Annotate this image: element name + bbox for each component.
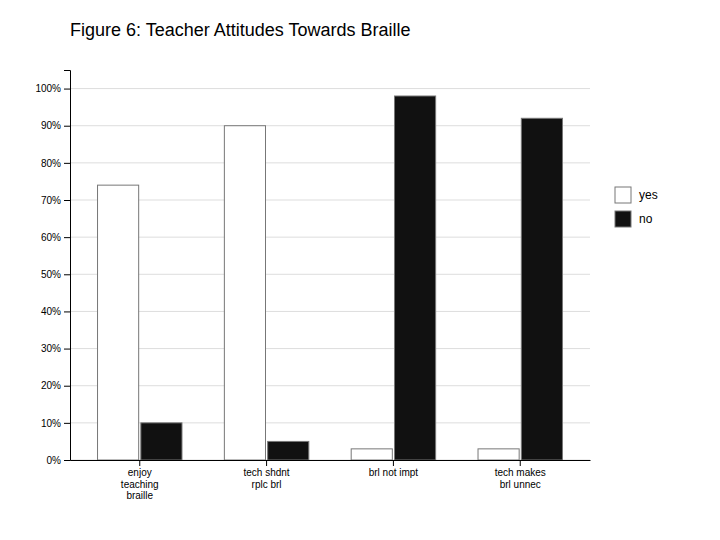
x-tick-label-line: enjoy [128, 467, 152, 478]
y-tick: 40% [41, 306, 70, 317]
x-tick-label: brl not impt [369, 467, 419, 478]
y-tick-label: 30% [41, 343, 61, 354]
y-tick-mark [64, 423, 70, 424]
grid-line [70, 162, 590, 163]
y-tick-mark [64, 237, 70, 238]
x-tick-mark [393, 460, 394, 466]
x-tick-label-line: teaching [121, 479, 159, 490]
x-tick: tech makesbrl unnec [495, 460, 546, 490]
y-tick-mark [64, 460, 70, 461]
y-tick-label: 100% [35, 83, 61, 94]
grid-line [70, 274, 590, 275]
bar [394, 96, 435, 460]
y-tick-label: 50% [41, 269, 61, 280]
bar [351, 449, 392, 460]
x-tick-label-line: braille [126, 490, 153, 501]
legend-swatch [615, 211, 631, 227]
x-tick: enjoyteachingbraille [121, 460, 159, 501]
grid-line [70, 385, 590, 386]
x-axis: enjoyteachingbraille tech shdntrplc brl br… [71, 460, 591, 501]
y-tick-mark [64, 163, 70, 164]
grid-line [70, 88, 590, 89]
x-tick: brl not impt [369, 460, 419, 478]
grid-line [70, 125, 590, 126]
x-tick-label-line: brl unnec [500, 479, 541, 490]
bar [268, 441, 309, 460]
grid-line [70, 311, 590, 312]
x-tick-mark [139, 460, 140, 466]
y-tick-mark [64, 311, 70, 312]
y-tick-mark [64, 349, 70, 350]
legend-item: no [615, 211, 653, 227]
title: Figure 6: Teacher Attitudes Towards Brai… [70, 20, 411, 40]
bar [98, 185, 139, 460]
y-tick: 80% [41, 158, 70, 169]
x-tick: tech shdntrplc brl [244, 460, 290, 490]
legend-item: yes [615, 187, 658, 203]
y-tick-label: 60% [41, 232, 61, 243]
y-tick-mark [64, 89, 70, 90]
y-tick-mark [64, 200, 70, 201]
y-axis: 0% 10% 20% 30% 40% 50% 60% 70% 80% 90% 100% [35, 71, 70, 466]
y-tick: 100% [35, 83, 70, 94]
y-tick-mark [64, 126, 70, 127]
x-tick-mark [266, 460, 267, 466]
x-tick-label: tech shdntrplc brl [244, 467, 290, 490]
y-tick-mark [64, 386, 70, 387]
x-tick-label: enjoyteachingbraille [121, 467, 159, 501]
series [98, 126, 520, 460]
y-tick-mark [64, 274, 70, 275]
y-tick-label: 0% [47, 455, 62, 466]
bar [141, 423, 182, 460]
x-tick-label-line: rplc brl [252, 479, 282, 490]
grid-line [70, 348, 590, 349]
grid [70, 89, 590, 460]
y-tick-label: 20% [41, 380, 61, 391]
grid-line [70, 237, 590, 238]
y-tick-label: 80% [41, 158, 61, 169]
series [141, 96, 563, 460]
y-tick-label: 10% [41, 418, 61, 429]
y-tick: 70% [41, 195, 70, 206]
legend: yes no [615, 187, 658, 227]
y-axis-line [64, 71, 71, 461]
legend-label: yes [639, 188, 658, 202]
y-tick: 0% [47, 455, 70, 466]
y-tick: 30% [41, 343, 70, 354]
x-tick-label-line: tech shdnt [244, 467, 290, 478]
y-tick: 60% [41, 232, 70, 243]
x-tick-mark [520, 460, 521, 466]
y-tick-label: 40% [41, 306, 61, 317]
y-tick-label: 70% [41, 195, 61, 206]
legend-swatch [615, 187, 631, 203]
bar [521, 118, 562, 460]
chart: Figure 6: Teacher Attitudes Towards Brai… [0, 0, 720, 540]
legend-label: no [639, 212, 653, 226]
y-tick: 20% [41, 380, 70, 391]
y-tick: 90% [41, 120, 70, 131]
bars [98, 96, 563, 460]
grid-line [70, 200, 590, 201]
bar [478, 449, 519, 460]
x-tick-label: tech makesbrl unnec [495, 467, 546, 490]
x-axis-line [71, 460, 591, 461]
x-tick-label-line: tech makes [495, 467, 546, 478]
y-tick-label: 90% [41, 120, 61, 131]
bar [224, 126, 265, 460]
y-tick: 10% [41, 418, 70, 429]
plot: 0%10%20%30%40%50%60%70%80%90%100%enjoyte… [35, 71, 590, 502]
y-tick: 50% [41, 269, 70, 280]
x-tick-label-line: brl not impt [369, 467, 419, 478]
